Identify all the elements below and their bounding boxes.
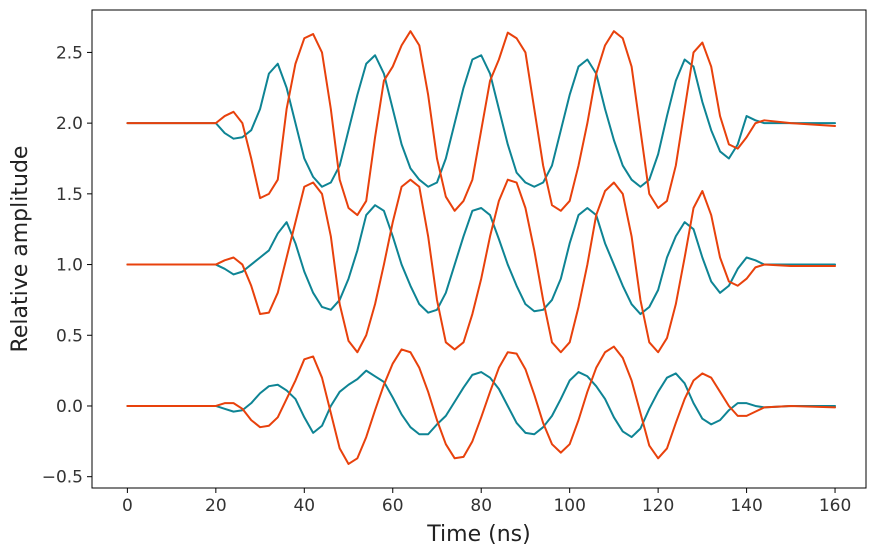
y-axis-title: Relative amplitude	[8, 146, 33, 353]
trace-teal-offset-2	[126, 54, 837, 188]
trace-teal-offset-0	[126, 369, 837, 439]
y-tick-label: 2.5	[56, 43, 83, 63]
y-tick-label: 0.5	[56, 326, 83, 346]
y-axis: −0.5 0.0 0.5 1.0 1.5 2.0 2.5	[42, 43, 92, 488]
x-tick-label: 20	[205, 496, 227, 516]
x-tick-label: 80	[470, 496, 492, 516]
y-tick-label: 1.0	[56, 256, 83, 276]
x-tick-label: 140	[730, 496, 762, 516]
x-tick-label: 0	[122, 496, 133, 516]
x-tick-label: 160	[819, 496, 851, 516]
x-axis-title: Time (ns)	[426, 522, 530, 547]
x-axis: 0 20 40 60 80 100 120 140 160	[122, 488, 851, 516]
y-tick-label: −0.5	[42, 468, 83, 488]
trace-teal-offset-1	[126, 204, 837, 316]
trace-orange-offset-2	[126, 30, 837, 217]
series-group	[126, 30, 837, 465]
y-tick-label: 1.5	[56, 185, 83, 205]
x-tick-label: 40	[293, 496, 315, 516]
y-tick-label: 2.0	[56, 114, 83, 134]
trace-orange-offset-1	[126, 178, 837, 354]
y-tick-label: 0.0	[56, 397, 83, 417]
trace-orange-offset-0	[126, 345, 837, 465]
x-tick-label: 120	[642, 496, 674, 516]
x-tick-label: 100	[553, 496, 585, 516]
plot-frame	[91, 9, 867, 489]
x-tick-label: 60	[382, 496, 404, 516]
